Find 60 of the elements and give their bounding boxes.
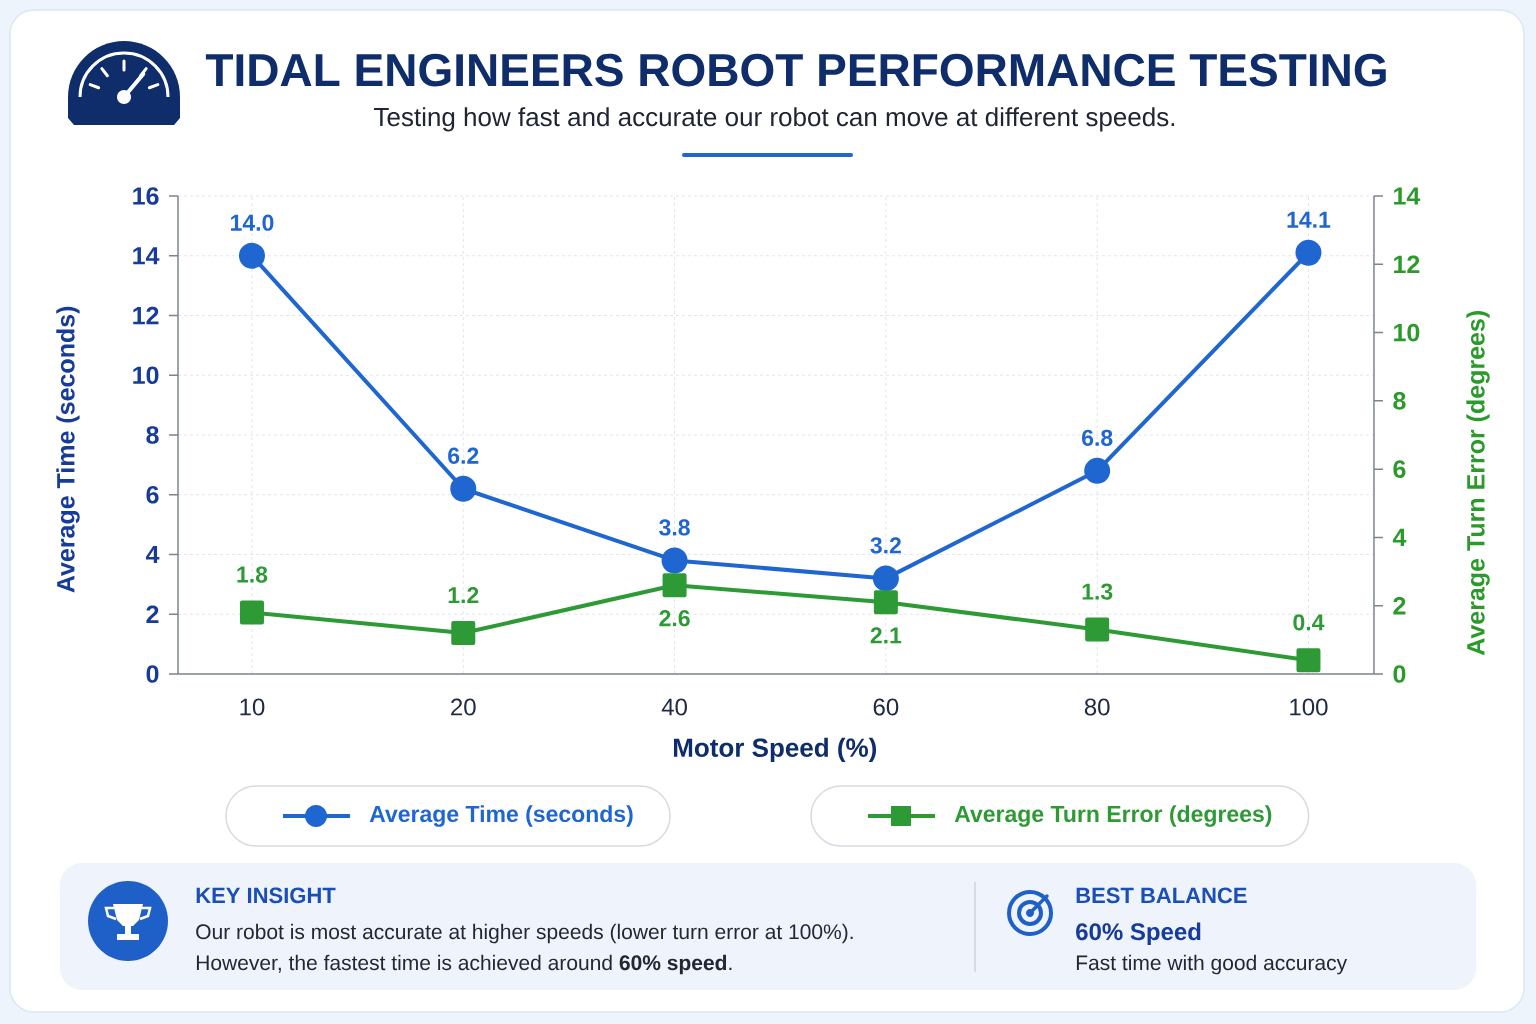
- y2-tick-label: 14: [1394, 187, 1421, 205]
- y2-tick-label: 0: [1393, 665, 1406, 683]
- y2-tick-label: 4: [1392, 528, 1407, 547]
- point: [1085, 617, 1110, 642]
- data-label: 3.2: [870, 537, 901, 554]
- point: [661, 547, 688, 574]
- text: BEST BALANCE: [1076, 887, 1247, 904]
- y-tick-label: 0: [146, 665, 159, 683]
- x-tick-label: 10: [240, 698, 265, 716]
- legend-label: Average Time (seconds): [369, 805, 633, 827]
- y-tick-label: 10: [133, 366, 159, 385]
- text: KEY INSIGHT: [196, 887, 336, 904]
- y-tick-label: 14: [133, 247, 160, 265]
- data-label: 14.1: [1287, 211, 1331, 228]
- point: [450, 475, 477, 502]
- point: [873, 590, 898, 615]
- chart-subtitle: Testing how fast and accurate our robot can move at different speeds.: [374, 107, 1175, 132]
- y-tick-label: 8: [146, 426, 159, 444]
- text: Fast time with good accuracy: [1076, 954, 1348, 975]
- data-label: 2.1: [870, 627, 902, 644]
- data-label: 1.3: [1082, 583, 1113, 600]
- x-axis-title: Motor Speed (%): [673, 737, 877, 763]
- chart-title: TIDAL ENGINEERS ROBOT PERFORMANCE TESTING: [205, 53, 1386, 87]
- data-label: 3.8: [659, 519, 690, 536]
- y2-tick-label: 8: [1393, 391, 1406, 410]
- point: [662, 573, 687, 598]
- y-tick-label: 4: [145, 545, 160, 564]
- text: 60% Speed: [1076, 922, 1201, 945]
- y-tick-label: 2: [146, 605, 159, 623]
- x-tick-label: 60: [873, 698, 899, 716]
- data-label: 14.0: [231, 214, 274, 231]
- y-tick-label: 12: [133, 306, 159, 325]
- data-label: 1.2: [448, 586, 479, 604]
- y2-tick-label: 10: [1394, 323, 1420, 342]
- x-tick-label: 20: [451, 698, 476, 716]
- y-tick-label: 16: [133, 187, 159, 205]
- y-tick-label: 6: [146, 485, 159, 504]
- point: [451, 621, 476, 646]
- data-label: 2.6: [659, 610, 690, 627]
- y2-tick-label: 6: [1393, 460, 1406, 478]
- data-label: 6.8: [1082, 429, 1113, 446]
- point: [872, 565, 899, 592]
- data-label: 6.2: [448, 447, 479, 464]
- point: [239, 600, 264, 625]
- point: [238, 242, 265, 269]
- x-tick-label: 80: [1084, 698, 1110, 716]
- point: [1084, 457, 1111, 484]
- point: [1296, 648, 1321, 673]
- point: [1295, 239, 1322, 266]
- text: However, the fastest time is achieved around 60% speed.: [196, 954, 732, 975]
- legend-label: Average Turn Error (degrees): [954, 805, 1272, 827]
- data-label: 0.4: [1293, 614, 1325, 631]
- text: Our robot is most accurate at higher speeds (lower turn error at 100%).: [196, 923, 853, 944]
- y2-axis-title: Average Turn Error (degrees): [1466, 311, 1490, 656]
- y2-tick-label: 12: [1394, 255, 1420, 273]
- data-label: 1.8: [237, 566, 268, 583]
- y2-tick-label: 2: [1393, 596, 1406, 615]
- y-axis-title: Average Time (seconds): [56, 306, 80, 593]
- x-tick-label: 100: [1290, 698, 1328, 716]
- x-tick-label: 40: [661, 698, 687, 716]
